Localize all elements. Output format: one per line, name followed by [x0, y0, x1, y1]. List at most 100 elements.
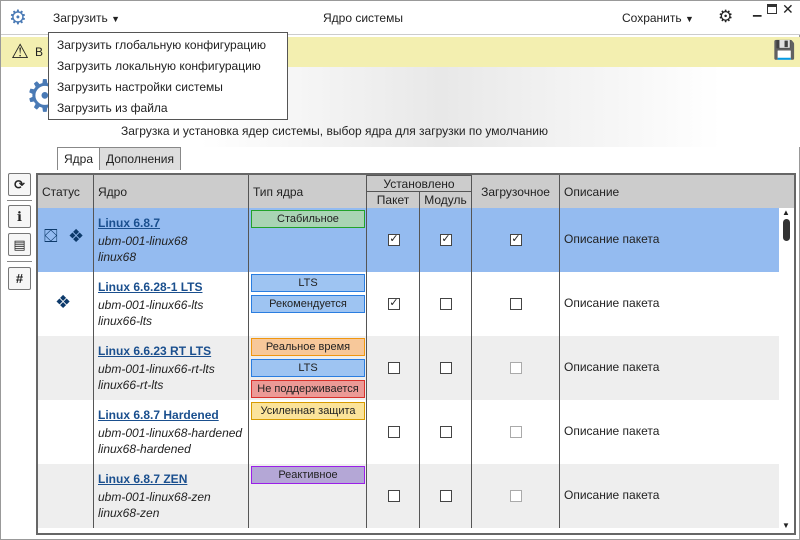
kernel-cell: Linux 6.8.7 Hardened ubm-001-linux68-har…: [94, 400, 249, 464]
dropbox-icon: ❖: [68, 226, 85, 246]
description-text: Описание пакета: [564, 424, 660, 438]
kernel-package: ubm-001-linux66-rt-lts: [98, 362, 215, 376]
tab-extras[interactable]: Дополнения: [99, 147, 181, 170]
scrollbar[interactable]: ▲ ▼: [779, 208, 794, 533]
load-dropdown-menu: Загрузить глобальную конфигурацию Загруз…: [48, 32, 288, 120]
kernels-table: Статус Ядро Тип ядра Установлено Пакет М…: [36, 173, 796, 535]
table-row[interactable]: Linux 6.8.7 ZEN ubm-001-linux68-zen linu…: [38, 464, 779, 528]
header-module[interactable]: Модуль: [420, 192, 472, 208]
kernel-module: linux68-hardened: [98, 442, 191, 456]
save-lock-icon[interactable]: 💾: [773, 40, 796, 60]
module-checkbox[interactable]: [440, 426, 452, 438]
menu-item-load-system[interactable]: Загрузить настройки системы: [57, 80, 223, 94]
boot-checkbox[interactable]: ✓: [510, 233, 522, 246]
boot-cell: ✓: [472, 208, 560, 272]
title-bar: ⚙ Загрузить ▼ Ядро системы Сохранить ▼ ⚙…: [1, 1, 800, 35]
table-row[interactable]: Linux 6.6.23 RT LTS ubm-001-linux66-rt-l…: [38, 336, 779, 400]
maximize-icon[interactable]: [767, 4, 777, 14]
table-row[interactable]: ❖ Linux 6.6.28-1 LTS ubm-001-linux66-lts…: [38, 272, 779, 336]
boot-cell: [472, 400, 560, 464]
info-icon: ℹ: [17, 208, 22, 224]
description-cell: Описание пакета: [560, 208, 779, 272]
close-icon[interactable]: ✕: [782, 1, 794, 17]
package-checkbox[interactable]: [388, 426, 400, 438]
type-cell: Стабильное: [249, 208, 367, 272]
status-cell: ❖: [38, 272, 94, 336]
header-description[interactable]: Описание: [560, 175, 794, 208]
dropbox-icon: ❖: [55, 292, 72, 312]
package-checkbox[interactable]: ✓: [388, 233, 400, 246]
kernel-package: ubm-001-linux66-lts: [98, 298, 204, 312]
header-package[interactable]: Пакет: [367, 192, 420, 208]
hash-button[interactable]: #: [8, 267, 31, 290]
settings-gear-icon[interactable]: ⚙: [718, 7, 734, 26]
kernel-module: linux66-rt-lts: [98, 378, 164, 392]
status-cell: [38, 336, 94, 400]
package-cell: [367, 464, 420, 528]
kernel-type-badge: Стабильное: [251, 210, 365, 228]
kernel-cell: Linux 6.6.23 RT LTS ubm-001-linux66-rt-l…: [94, 336, 249, 400]
module-cell: [420, 272, 472, 336]
menu-item-load-local[interactable]: Загрузить локальную конфигурацию: [57, 59, 261, 73]
table-row[interactable]: Linux 6.8.7 Hardened ubm-001-linux68-har…: [38, 400, 779, 464]
kernel-package: ubm-001-linux68: [98, 234, 188, 248]
boot-checkbox: [510, 362, 522, 374]
save-menu-button[interactable]: Сохранить ▼: [622, 11, 694, 25]
boot-cell: [472, 272, 560, 336]
hash-icon: #: [15, 271, 24, 286]
log-button[interactable]: ▤: [8, 233, 31, 256]
scroll-up-icon[interactable]: ▲: [782, 208, 790, 217]
scroll-down-icon[interactable]: ▼: [782, 521, 790, 530]
kernel-name-link[interactable]: Linux 6.8.7: [98, 216, 161, 230]
kernel-name-link[interactable]: Linux 6.6.23 RT LTS: [98, 344, 212, 358]
table-row[interactable]: ⛋ ❖ Linux 6.8.7 ubm-001-linux68 linux68 С…: [38, 208, 779, 272]
type-cell: LTS Рекомендуется: [249, 272, 367, 336]
kernel-module: linux68: [98, 250, 137, 264]
load-menu-button[interactable]: Загрузить ▼: [53, 11, 120, 25]
module-checkbox[interactable]: ✓: [440, 233, 452, 246]
kernel-type-badge: Не поддерживается: [251, 380, 365, 398]
kernel-cell: Linux 6.8.7 ubm-001-linux68 linux68: [94, 208, 249, 272]
menu-item-load-global[interactable]: Загрузить глобальную конфигурацию: [57, 38, 266, 52]
description-cell: Описание пакета: [560, 336, 779, 400]
description-text: Описание пакета: [564, 360, 660, 374]
document-icon: ▤: [13, 236, 26, 252]
module-cell: [420, 400, 472, 464]
header-type[interactable]: Тип ядра: [249, 175, 367, 208]
package-checkbox[interactable]: [388, 490, 400, 502]
menu-item-load-file[interactable]: Загрузить из файла: [57, 101, 168, 115]
kernel-type-badge: Реактивное: [251, 466, 365, 484]
kernel-name-link[interactable]: Linux 6.6.28-1 LTS: [98, 280, 203, 294]
refresh-button[interactable]: ⟳: [8, 173, 31, 196]
minimize-icon[interactable]: ▁: [753, 5, 762, 17]
boot-checkbox: [510, 490, 522, 502]
kernel-name-link[interactable]: Linux 6.8.7 ZEN: [98, 472, 188, 486]
module-checkbox[interactable]: [440, 298, 452, 310]
header-boot[interactable]: Загрузочное: [472, 175, 560, 208]
header-kernel[interactable]: Ядро: [94, 175, 249, 208]
boot-cell: [472, 336, 560, 400]
description-text: Описание пакета: [564, 488, 660, 502]
description-text: Описание пакета: [564, 232, 660, 246]
header-status[interactable]: Статус: [38, 175, 94, 208]
chevron-down-icon: ▼: [111, 14, 121, 24]
save-label: Сохранить: [622, 11, 682, 25]
tab-kernels[interactable]: Ядра: [57, 147, 101, 170]
header-installed: Установлено: [367, 175, 472, 192]
module-checkbox[interactable]: [440, 490, 452, 502]
description-cell: Описание пакета: [560, 400, 779, 464]
package-checkbox[interactable]: ✓: [388, 297, 400, 310]
type-cell: Усиленная защита: [249, 400, 367, 464]
package-checkbox[interactable]: [388, 362, 400, 374]
status-cell: [38, 464, 94, 528]
kernel-type-badge: Реальное время: [251, 338, 365, 356]
description-text: Описание пакета: [564, 296, 660, 310]
module-checkbox[interactable]: [440, 362, 452, 374]
kernel-cell: Linux 6.6.28-1 LTS ubm-001-linux66-lts l…: [94, 272, 249, 336]
boot-checkbox: [510, 426, 522, 438]
kernel-cell: Linux 6.8.7 ZEN ubm-001-linux68-zen linu…: [94, 464, 249, 528]
kernel-name-link[interactable]: Linux 6.8.7 Hardened: [98, 408, 219, 422]
info-button[interactable]: ℹ: [8, 205, 31, 228]
boot-checkbox[interactable]: [510, 298, 522, 310]
scroll-thumb[interactable]: [783, 219, 790, 241]
